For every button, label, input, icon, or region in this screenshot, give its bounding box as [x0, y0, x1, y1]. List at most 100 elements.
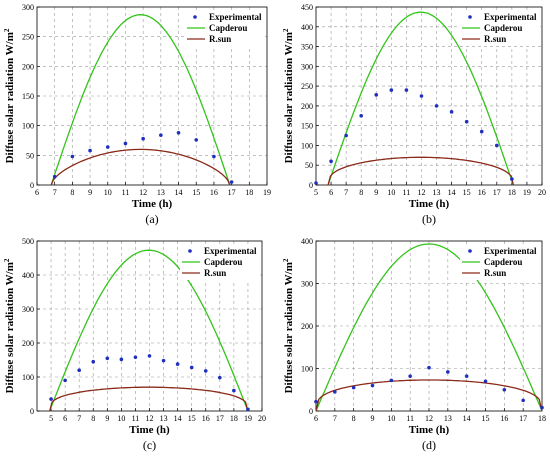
- x-tick-label: 13: [444, 414, 452, 423]
- y-axis-title-text: Diffuse solar radiation W/m: [283, 32, 295, 163]
- y-tick-label: 450: [301, 3, 313, 12]
- experimental-point: [161, 358, 166, 363]
- experimental-point: [232, 388, 236, 393]
- experimental-point: [176, 130, 181, 135]
- y-axis-title-superscript: 2: [282, 28, 290, 32]
- x-tick-label: 11: [406, 414, 414, 423]
- x-tick-label: 7: [53, 188, 57, 197]
- y-tick-label: 50: [305, 161, 313, 170]
- x-tick-label: 9: [88, 188, 92, 197]
- y-tick-label: 250: [22, 33, 34, 42]
- y-tick-label: 150: [301, 122, 313, 131]
- chart-panel-a: 6 7 8 9 10 11 12 13 14 15 16 17 18 19 0 50 100 150 200 250 3…: [3, 3, 271, 226]
- legend-label-experimental: Experimental: [209, 12, 262, 22]
- capderou-line: [327, 11, 515, 186]
- y-tick-label: 300: [301, 62, 313, 71]
- experimental-point: [63, 378, 67, 383]
- y-axis-title: Diffuse solar radiation W/m2: [282, 258, 295, 393]
- experimental-point: [344, 133, 348, 138]
- y-axis-title-superscript: 2: [3, 258, 11, 262]
- experimental-point: [218, 375, 222, 380]
- y-axis-title: Diffuse solar radiation W/m2: [3, 258, 16, 393]
- y-tick-label: 200: [22, 339, 34, 348]
- x-tick-label: 15: [482, 414, 490, 423]
- legend-label-capderou: Capderou: [484, 23, 522, 33]
- y-tick-label: 0: [309, 407, 313, 416]
- experimental-point: [464, 374, 469, 378]
- experimental-point: [359, 113, 364, 118]
- experimental-point: [510, 177, 514, 181]
- legend-label-experimental: Experimental: [204, 246, 257, 256]
- y-tick-label: 400: [301, 23, 313, 32]
- panel-label: (d): [422, 438, 436, 452]
- x-tick-label: 8: [352, 414, 356, 423]
- experimental-point: [427, 365, 431, 370]
- x-tick-label: 12: [425, 414, 433, 423]
- experimental-point: [329, 159, 333, 164]
- x-tick-label: 18: [538, 414, 546, 423]
- experimental-point: [52, 174, 57, 179]
- legend-label-rsun: R.sun: [484, 268, 506, 278]
- experimental-point: [370, 383, 375, 388]
- x-tick-label: 17: [228, 188, 236, 197]
- experimental-point: [77, 368, 81, 373]
- experimental-point: [502, 387, 507, 392]
- x-tick-label: 19: [523, 188, 531, 197]
- legend-marker-experimental: [468, 15, 472, 19]
- chart-panel-d: 6 7 8 9 10 11 12 13 14 15 16 17 18 0 100 200 300 400 Time …: [282, 237, 546, 452]
- x-axis-title: Time (h): [129, 424, 170, 436]
- y-tick-label: 0: [309, 181, 313, 190]
- rsun-line: [315, 379, 543, 412]
- y-axis-title: Diffuse solar radiation W/m2: [3, 28, 16, 163]
- x-tick-label: 10: [387, 188, 395, 197]
- panel-label: (c): [143, 438, 156, 452]
- experimental-point: [374, 93, 379, 97]
- x-tick-label: 12: [417, 188, 425, 197]
- y-tick-label: 300: [22, 305, 34, 314]
- x-tick-label: 17: [216, 414, 224, 423]
- experimental-point: [351, 385, 356, 390]
- x-axis-title: Time (h): [132, 198, 173, 210]
- x-tick-label: 10: [104, 188, 112, 197]
- y-axis-title-text: Diffuse solar radiation W/m: [4, 262, 16, 393]
- experimental-point: [434, 104, 439, 108]
- x-tick-label: 16: [500, 414, 508, 423]
- x-tick-label: 12: [146, 414, 154, 423]
- legend-label-experimental: Experimental: [484, 246, 537, 256]
- x-tick-label: 16: [478, 188, 486, 197]
- x-tick-label: 9: [371, 414, 375, 423]
- experimental-point: [246, 407, 250, 412]
- rsun-line: [49, 386, 249, 412]
- panel-label: (a): [145, 212, 158, 226]
- experimental-point: [521, 398, 525, 403]
- y-tick-label: 300: [22, 3, 34, 12]
- experimental-point: [464, 119, 469, 124]
- chart-panel-c: 5 6 7 8 9 10 11 12 13 14 15 16 17 18 19 200100200300400…: [3, 237, 266, 452]
- x-axis-title: Time (h): [409, 424, 450, 436]
- experimental-point: [495, 143, 499, 148]
- experimental-point: [133, 355, 138, 360]
- x-tick-label: 7: [333, 414, 337, 423]
- x-tick-label: 18: [245, 188, 253, 197]
- experimental-point: [483, 379, 488, 384]
- x-tick-label: 15: [463, 188, 471, 197]
- legend-marker-experimental: [193, 15, 197, 19]
- x-tick-label: 14: [175, 188, 183, 197]
- x-tick-label: 7: [344, 188, 348, 197]
- rsun-line: [50, 148, 231, 186]
- y-tick-label: 100: [22, 373, 34, 382]
- experimental-point: [389, 378, 394, 383]
- capderou-line: [315, 243, 543, 412]
- x-tick-label: 11: [122, 188, 130, 197]
- legend-marker-experimental: [468, 249, 472, 253]
- experimental-point: [159, 133, 163, 137]
- y-tick-label: 400: [22, 271, 34, 280]
- legend-label-rsun: R.sun: [209, 34, 231, 44]
- x-tick-label: 8: [359, 188, 363, 197]
- plot-frame: [315, 6, 543, 186]
- experimental-point: [404, 88, 409, 92]
- y-axis-title: Diffuse solar radiation W/m2: [282, 28, 295, 163]
- experimental-point: [105, 145, 110, 149]
- x-tick-label: 19: [244, 414, 252, 423]
